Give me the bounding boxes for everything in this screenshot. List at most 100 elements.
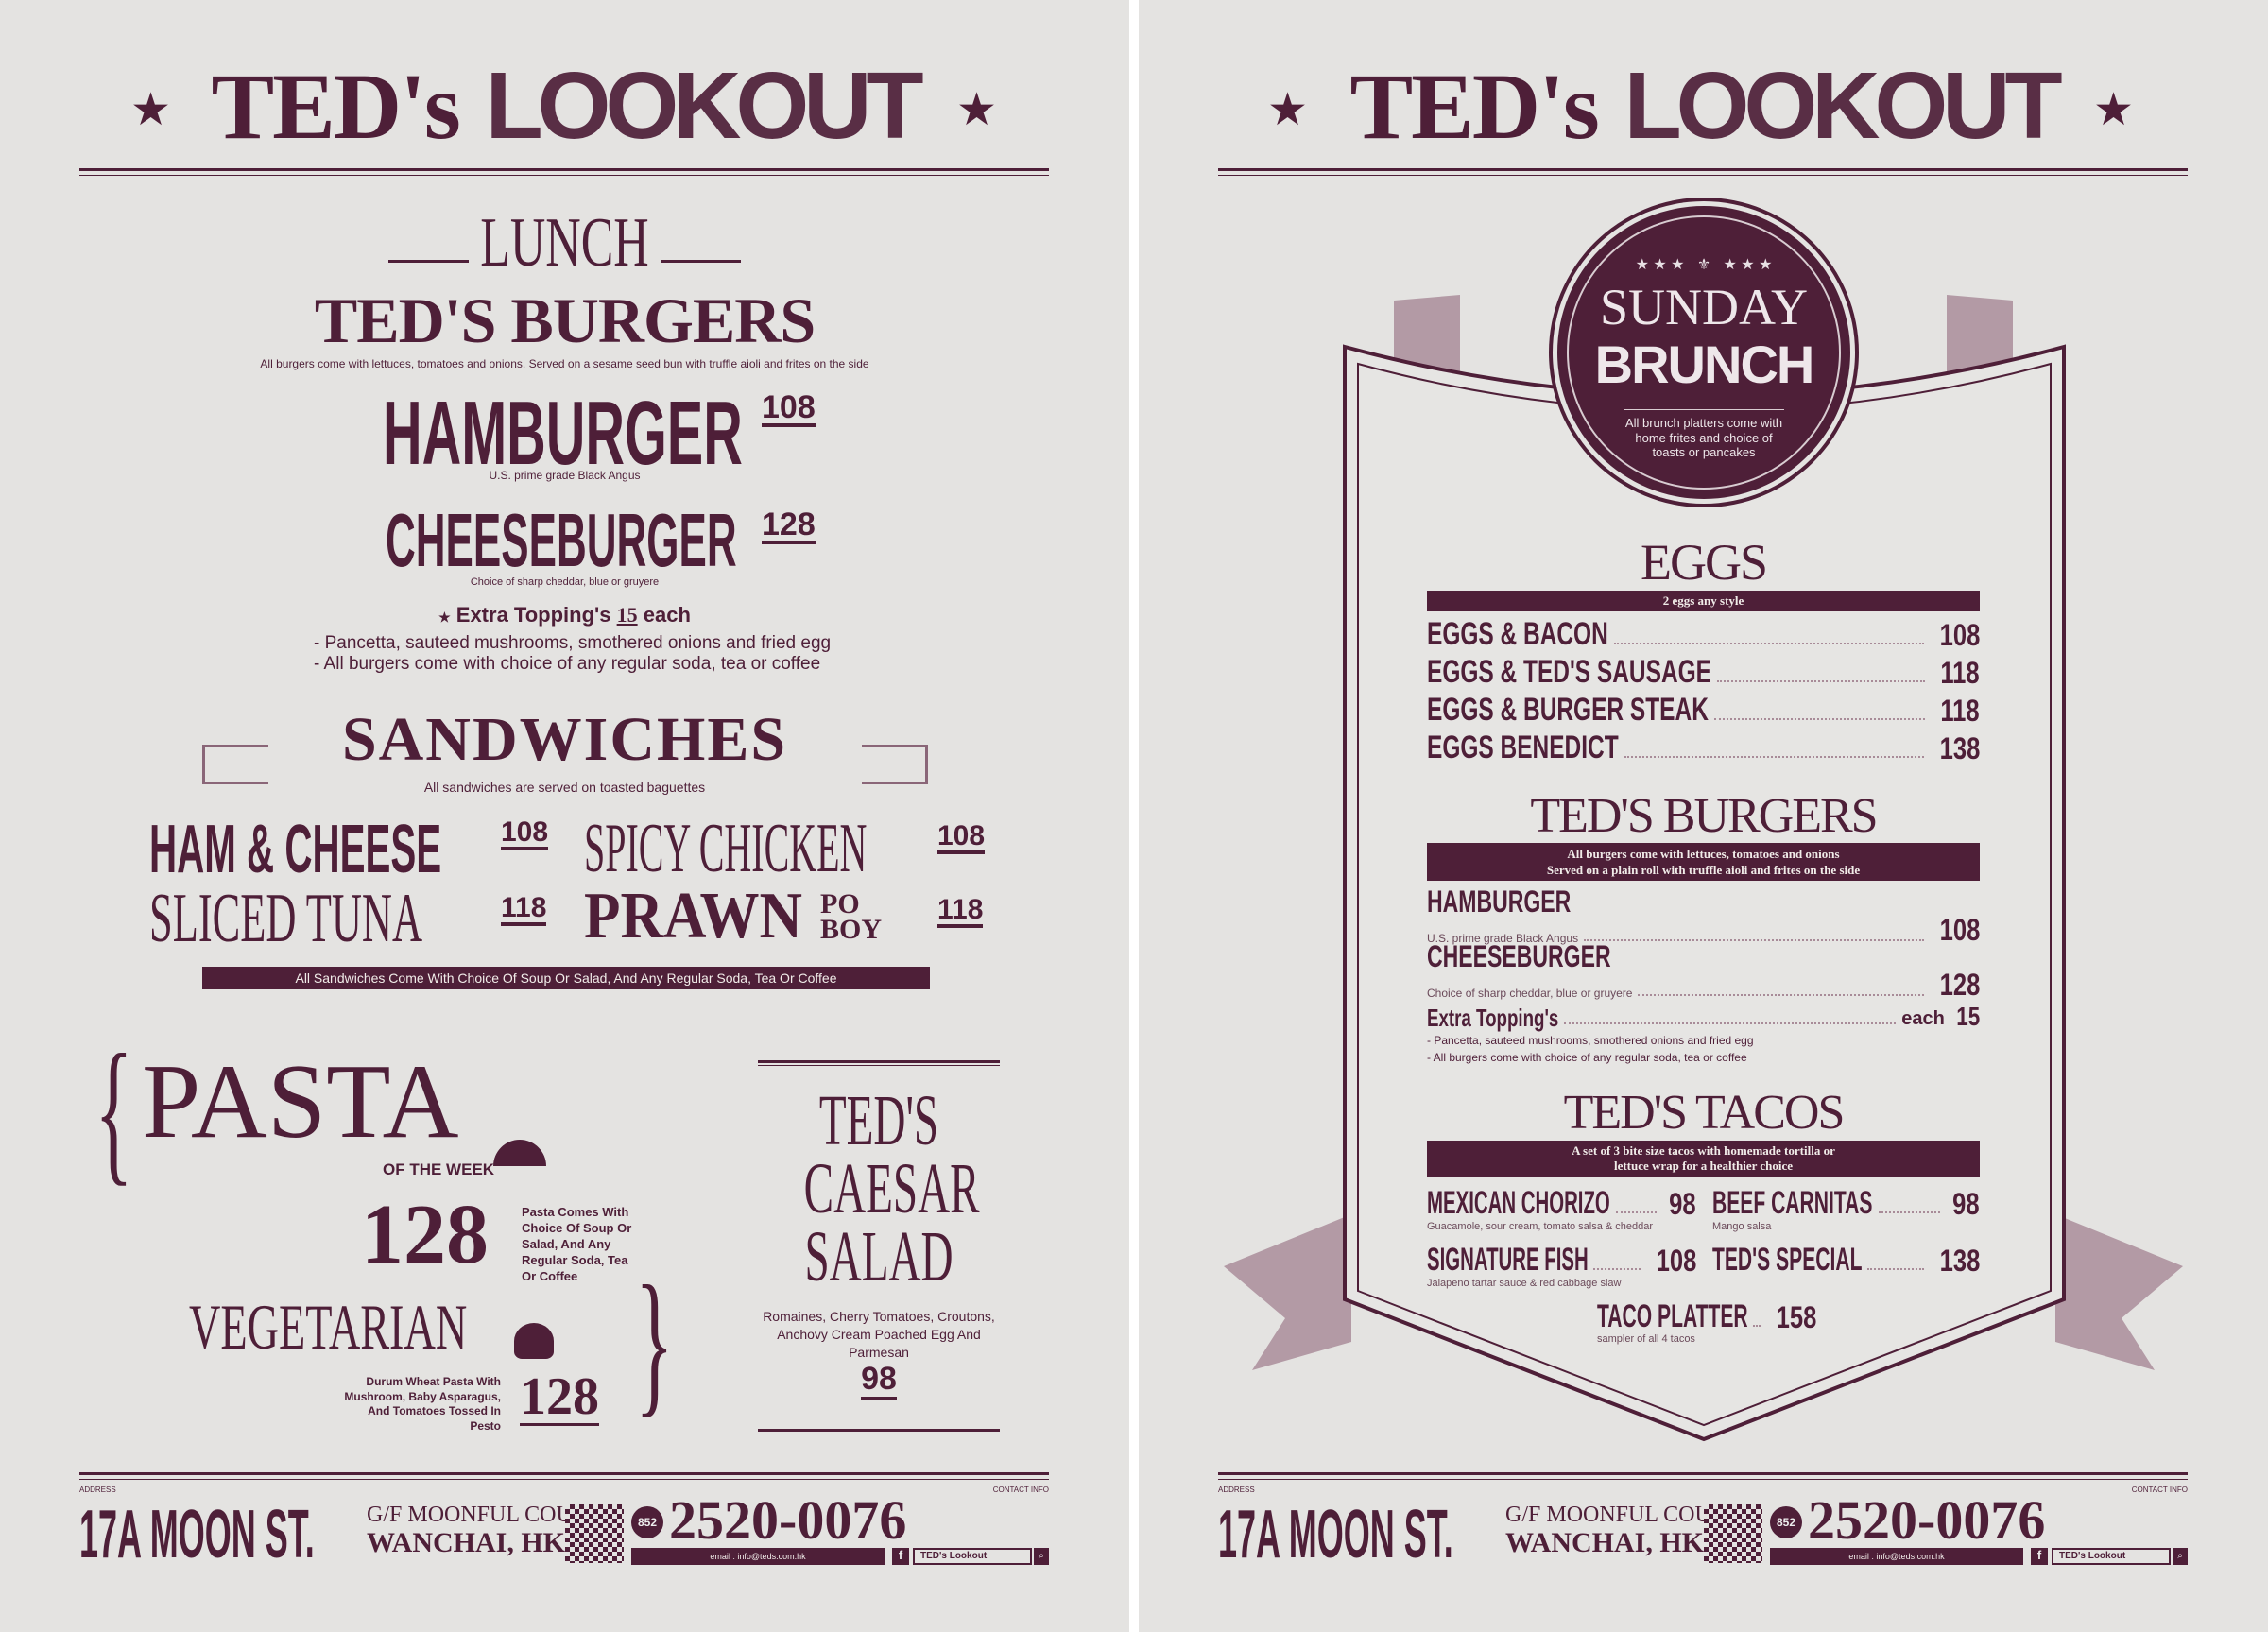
item-name-small: PO [820,888,860,919]
sandwiches-footer-bar: All Sandwiches Come With Choice Of Soup … [202,967,930,989]
extra-label: Extra Topping's [1427,1004,1559,1032]
item-price: 108 [762,389,816,427]
street-address: 17A MOON ST. [1218,1497,1453,1572]
phone-number[interactable]: 2520-0076 [669,1489,907,1551]
menu-item-hamburger: HAMBURGER [383,382,983,486]
menu-item: EGGS & BACON 108 [1427,618,1980,650]
item-name: SPICY CHICKEN [584,810,868,887]
extra-line: - Pancetta, sauteed mushrooms, smothered… [1427,1034,1754,1047]
address-detail: G/F MOONFUL COURT WANCHAI, HK [1505,1503,1739,1558]
bracket [202,745,268,784]
star-icon: ★ [2093,85,2135,135]
item-desc: Choice of sharp cheddar, blue or gruyere [470,576,660,588]
menu-item: U.S. prime grade Black Angus 108 [1427,915,1980,945]
qr-code[interactable] [1704,1504,1762,1563]
email-link[interactable]: email : info@teds.com.hk [631,1548,885,1565]
menu-item: TACO PLATTER 158 [1597,1300,1817,1334]
bar-line: A set of 3 bite size tacos with homemade… [1572,1143,1835,1158]
phone-number[interactable]: 2520-0076 [1808,1489,2046,1551]
menu-item: EGGS & BURGER STEAK 118 [1427,694,1980,726]
eggs-bar: 2 eggs any style [1427,591,1980,611]
item-name: SIGNATURE FISH [1427,1242,1589,1278]
item-price: 128 [1939,968,1980,1002]
item-desc: Guacamole, sour cream, tomato salsa & ch… [1427,1221,1654,1232]
qr-code[interactable] [565,1504,624,1563]
menu-item-prawn-po-boy: PRAWN PO BOY [584,879,882,954]
item-price: 128 [762,507,816,544]
extra-line: - Pancetta, sauteed mushrooms, smothered… [314,633,832,653]
search-icon[interactable]: ⌕ [1034,1548,1049,1565]
vegetarian-desc: Durum Wheat Pasta With Mushroom, Baby As… [344,1375,501,1433]
sandwiches-title: SANDWICHES [341,705,788,774]
extra-line: - All burgers come with choice of any re… [314,654,821,674]
divider [79,168,1049,176]
item-name: HAMBURGER [1427,885,1572,919]
facebook-icon[interactable]: f [892,1548,909,1565]
menu-item-cheeseburger: CHEESEBURGER [386,497,1024,584]
extra-unit: each [1901,1008,1945,1029]
address-label: ADDRESS [1218,1486,1255,1494]
menu-item: MEXICAN CHORIZO 98 [1427,1187,1696,1219]
divider [758,1429,1000,1434]
item-price: 118 [1940,694,1980,728]
divider [758,1060,1000,1066]
item-price: 158 [1776,1300,1817,1334]
divider [1218,168,2188,176]
menu-item: TED'S SPECIAL 138 [1712,1244,1980,1276]
caesar-price-wrap: 98 [756,1361,1002,1400]
caesar-price: 98 [861,1361,897,1400]
item-price: 108 [937,822,986,854]
menu-item: BEEF CARNITAS 98 [1712,1187,1980,1219]
item-desc: sampler of all 4 tacos [1597,1333,1695,1345]
item-price: 108 [1656,1244,1696,1278]
facebook-icon[interactable]: f [2031,1548,2048,1565]
country-code-badge: 852 [631,1506,663,1538]
search-icon[interactable]: ⌕ [2173,1548,2188,1565]
lunch-heading: LUNCH [0,203,1129,283]
menu-item: EGGS BENEDICT 138 [1427,731,1980,764]
logo-part1: TED's [1349,54,1599,159]
brunch-menu-page: ★ ★ TED's LOOKOUT ★ ★ ★ ⚜ ★ ★ ★ SUNDAY B… [1139,0,2268,1632]
menu-item: EGGS & TED'S SAUSAGE 118 [1427,656,1980,688]
item-name: TED'S SPECIAL [1712,1242,1863,1278]
caesar-desc: Romaines, Cherry Tomatoes, Croutons, Anc… [763,1309,995,1360]
burgers-title: TED'S BURGERS [314,284,816,356]
brunch-burgers-bar: All burgers come with lettuces, tomatoes… [1427,843,1980,881]
menu-item: SIGNATURE FISH 108 [1427,1244,1696,1276]
email-link[interactable]: email : info@teds.com.hk [1770,1548,2023,1565]
sandwiches-note: All sandwiches are served on toasted bag… [423,780,706,795]
badge-note: All brunch platters come with home frite… [1624,409,1784,460]
sunday-brunch-badge: ★ ★ ★ ⚜ ★ ★ ★ SUNDAY BRUNCH All brunch p… [1557,206,1850,499]
item-price: 98 [1952,1187,1980,1221]
pasta-title: PASTA [142,1043,459,1160]
extra-unit: each [643,603,691,627]
divider [1218,1472,2188,1480]
bracket [862,745,928,784]
contact-label: CONTACT INFO [2131,1486,2188,1494]
facebook-page[interactable]: TED's Lookout [2052,1548,2171,1565]
pasta-desc: Pasta Comes With Choice Of Soup Or Salad… [522,1205,632,1283]
caesar-title: TED'S CAESAR SALAD [804,1085,980,1294]
item-name: CHEESEBURGER [386,498,737,582]
brace-right: } [635,1253,674,1431]
vegetarian-title: VEGETARIAN [189,1291,468,1363]
item-price: 138 [1939,1244,1980,1278]
star-icon: ★ [1267,85,1309,135]
burgers-note: All burgers come with lettuces, tomatoes… [260,357,869,370]
pasta-price: 128 [361,1188,489,1281]
district: WANCHAI, HK [367,1527,566,1559]
tacos-bar: A set of 3 bite size tacos with homemade… [1427,1141,1980,1177]
item-name: SLICED TUNA [149,880,423,957]
stars-decoration: ★ ★ ★ ⚜ ★ ★ ★ [1635,257,1773,273]
badge-line2: BRUNCH [1594,335,1815,394]
facebook-page[interactable]: TED's Lookout [913,1548,1032,1565]
item-name-small: BOY [820,914,883,945]
item-desc: Choice of sharp cheddar, blue or gruyere [1427,987,1633,1000]
extra-topping: Extra Topping's each 15 [1427,1004,1980,1032]
vegetarian-title-wrap: VEGETARIAN [189,1295,598,1359]
building: G/F MOONFUL COURT [1505,1503,1740,1527]
extra-label: Extra Topping's [455,603,611,627]
item-price: 138 [1939,731,1980,765]
extra-line: - All burgers come with choice of any re… [1427,1051,1747,1064]
item-name: EGGS & TED'S SAUSAGE [1427,654,1711,690]
